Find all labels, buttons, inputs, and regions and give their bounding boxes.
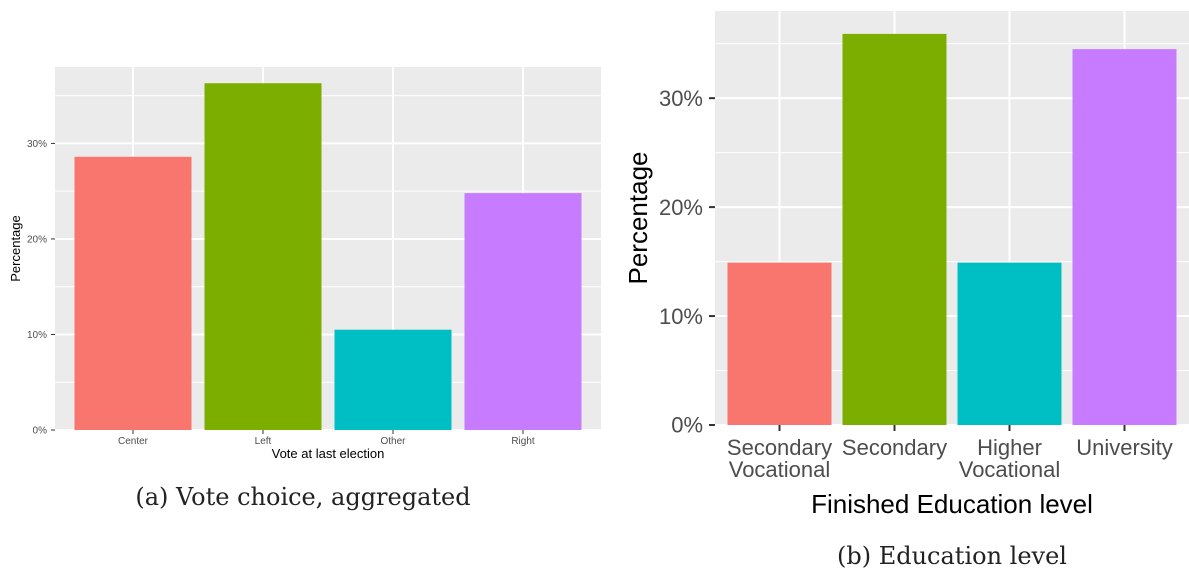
y-axis-title-b: Percentage xyxy=(623,152,653,285)
x-tick-label: Higher Vocational xyxy=(959,435,1061,482)
y-tick-label: 0% xyxy=(671,413,703,438)
y-tick-label: 0% xyxy=(33,426,48,437)
bar xyxy=(334,329,452,430)
y-axis-title-a: Percentage xyxy=(8,215,23,282)
x-tick-label: Left xyxy=(255,436,272,447)
chart-education-level: 0%10%20%30% Secondary VocationalSecondary… xyxy=(623,11,1189,570)
bar xyxy=(842,33,947,426)
x-tick-label: Secondary Vocational xyxy=(727,435,832,482)
x-axis-title-b: Finished Education level xyxy=(811,489,1093,519)
x-tick-label: Right xyxy=(511,436,535,447)
y-tick-label: 30% xyxy=(27,139,47,150)
bars-b xyxy=(727,33,1177,426)
caption-b: (b) Education level xyxy=(837,542,1067,570)
x-tick-label: University xyxy=(1076,435,1173,460)
caption-a: (a) Vote choice, aggregated xyxy=(135,483,470,511)
bar xyxy=(1072,49,1177,425)
y-tick-label: 10% xyxy=(27,330,47,341)
chart-vote-choice: 0% 10% 20% 30% Center Left Other Right Vote at… xyxy=(8,67,601,511)
bar xyxy=(464,193,582,430)
bar xyxy=(74,156,192,430)
x-tick-label: Center xyxy=(118,436,149,447)
y-axis-ticks-b: 0% 10% 20% 30% xyxy=(659,86,715,438)
y-tick-label: 10% xyxy=(659,304,703,329)
bar xyxy=(957,262,1062,425)
x-axis-title-a: Vote at last election xyxy=(272,446,385,461)
y-axis-ticks-a: 0% 10% 20% 30% xyxy=(27,139,55,437)
bar xyxy=(727,262,832,425)
y-tick-label: 30% xyxy=(659,86,703,111)
x-axis-ticks-a: Center Left Other Right xyxy=(118,430,535,447)
y-tick-label: 20% xyxy=(659,195,703,220)
x-tick-label: Secondary xyxy=(842,435,947,460)
bars-a xyxy=(74,83,582,430)
bar xyxy=(204,83,322,430)
x-tick-label: Other xyxy=(380,436,406,447)
y-tick-label: 20% xyxy=(27,234,47,245)
x-axis-ticks-b: Secondary Vocational Secondary Higher Vocati… xyxy=(727,425,1173,482)
